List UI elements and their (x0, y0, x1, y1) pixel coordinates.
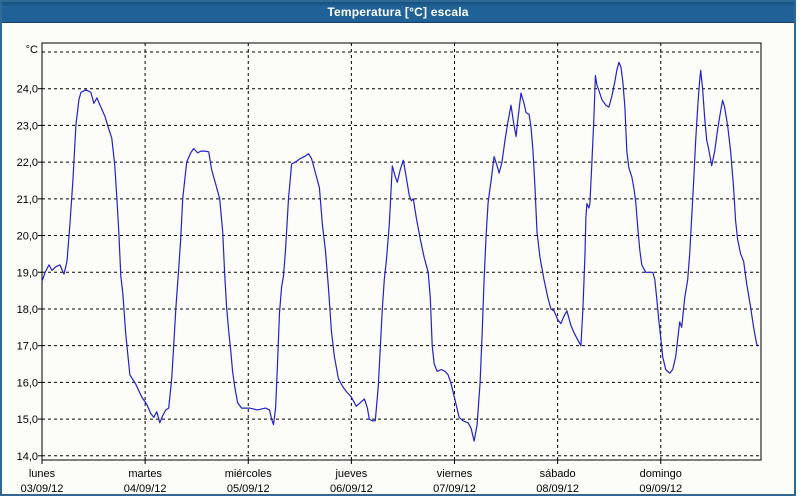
y-tick-label: 18,0 (17, 304, 38, 316)
x-date-label: 05/09/12 (227, 483, 270, 495)
plot-border (41, 42, 762, 461)
x-date-label: 09/09/12 (639, 483, 682, 495)
x-date-label: 04/09/12 (124, 483, 167, 495)
x-date-label: 06/09/12 (330, 483, 373, 495)
y-tick-label: 15,0 (17, 414, 38, 426)
x-day-label: miércoles (225, 468, 273, 480)
x-date-label: 08/09/12 (536, 483, 579, 495)
y-tick-label: 17,0 (17, 341, 38, 353)
x-date-label: 03/09/12 (21, 483, 64, 495)
x-date-label: 07/09/12 (433, 483, 476, 495)
x-day-label: martes (128, 468, 162, 480)
y-tick-label: 24,0 (17, 84, 38, 96)
y-tick-label: 14,0 (17, 451, 38, 463)
x-day-label: viernes (437, 468, 473, 480)
y-tick-label: 23,0 (17, 120, 38, 132)
window-titlebar: Temperatura [°C] escala (2, 2, 794, 23)
y-axis-unit-label: °C (26, 44, 38, 56)
x-day-label: jueves (334, 468, 367, 480)
x-day-label: sábado (540, 468, 576, 480)
y-tick-label: 19,0 (17, 267, 38, 279)
temperature-line (41, 61, 759, 442)
x-day-label: domingo (640, 468, 682, 480)
y-tick-label: 21,0 (17, 194, 38, 206)
y-tick-label: 16,0 (17, 377, 38, 389)
x-day-label: lunes (29, 468, 56, 480)
y-tick-label: 22,0 (17, 157, 38, 169)
chart-title: Temperatura [°C] escala (327, 5, 469, 19)
y-tick-label: 20,0 (17, 231, 38, 243)
